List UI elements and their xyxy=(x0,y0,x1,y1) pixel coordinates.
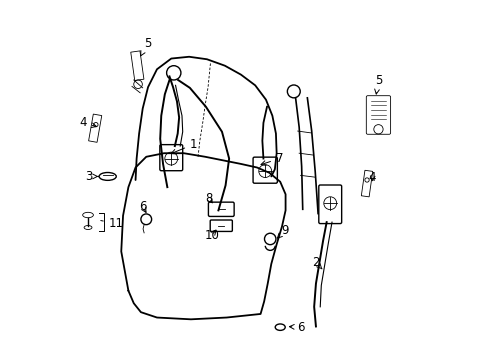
Text: 4: 4 xyxy=(79,116,96,129)
Text: 10: 10 xyxy=(204,229,219,242)
Text: 2: 2 xyxy=(311,256,321,269)
Text: 7: 7 xyxy=(261,152,283,165)
Text: 1: 1 xyxy=(171,138,197,154)
Text: 5: 5 xyxy=(374,74,381,94)
Text: 9: 9 xyxy=(277,224,288,238)
Text: 11: 11 xyxy=(101,217,123,230)
Text: 3: 3 xyxy=(85,170,98,183)
Text: 6: 6 xyxy=(289,321,304,334)
Text: 5: 5 xyxy=(141,37,151,56)
Text: 4: 4 xyxy=(368,171,376,184)
Text: 6: 6 xyxy=(139,200,146,213)
Text: 8: 8 xyxy=(204,192,212,205)
